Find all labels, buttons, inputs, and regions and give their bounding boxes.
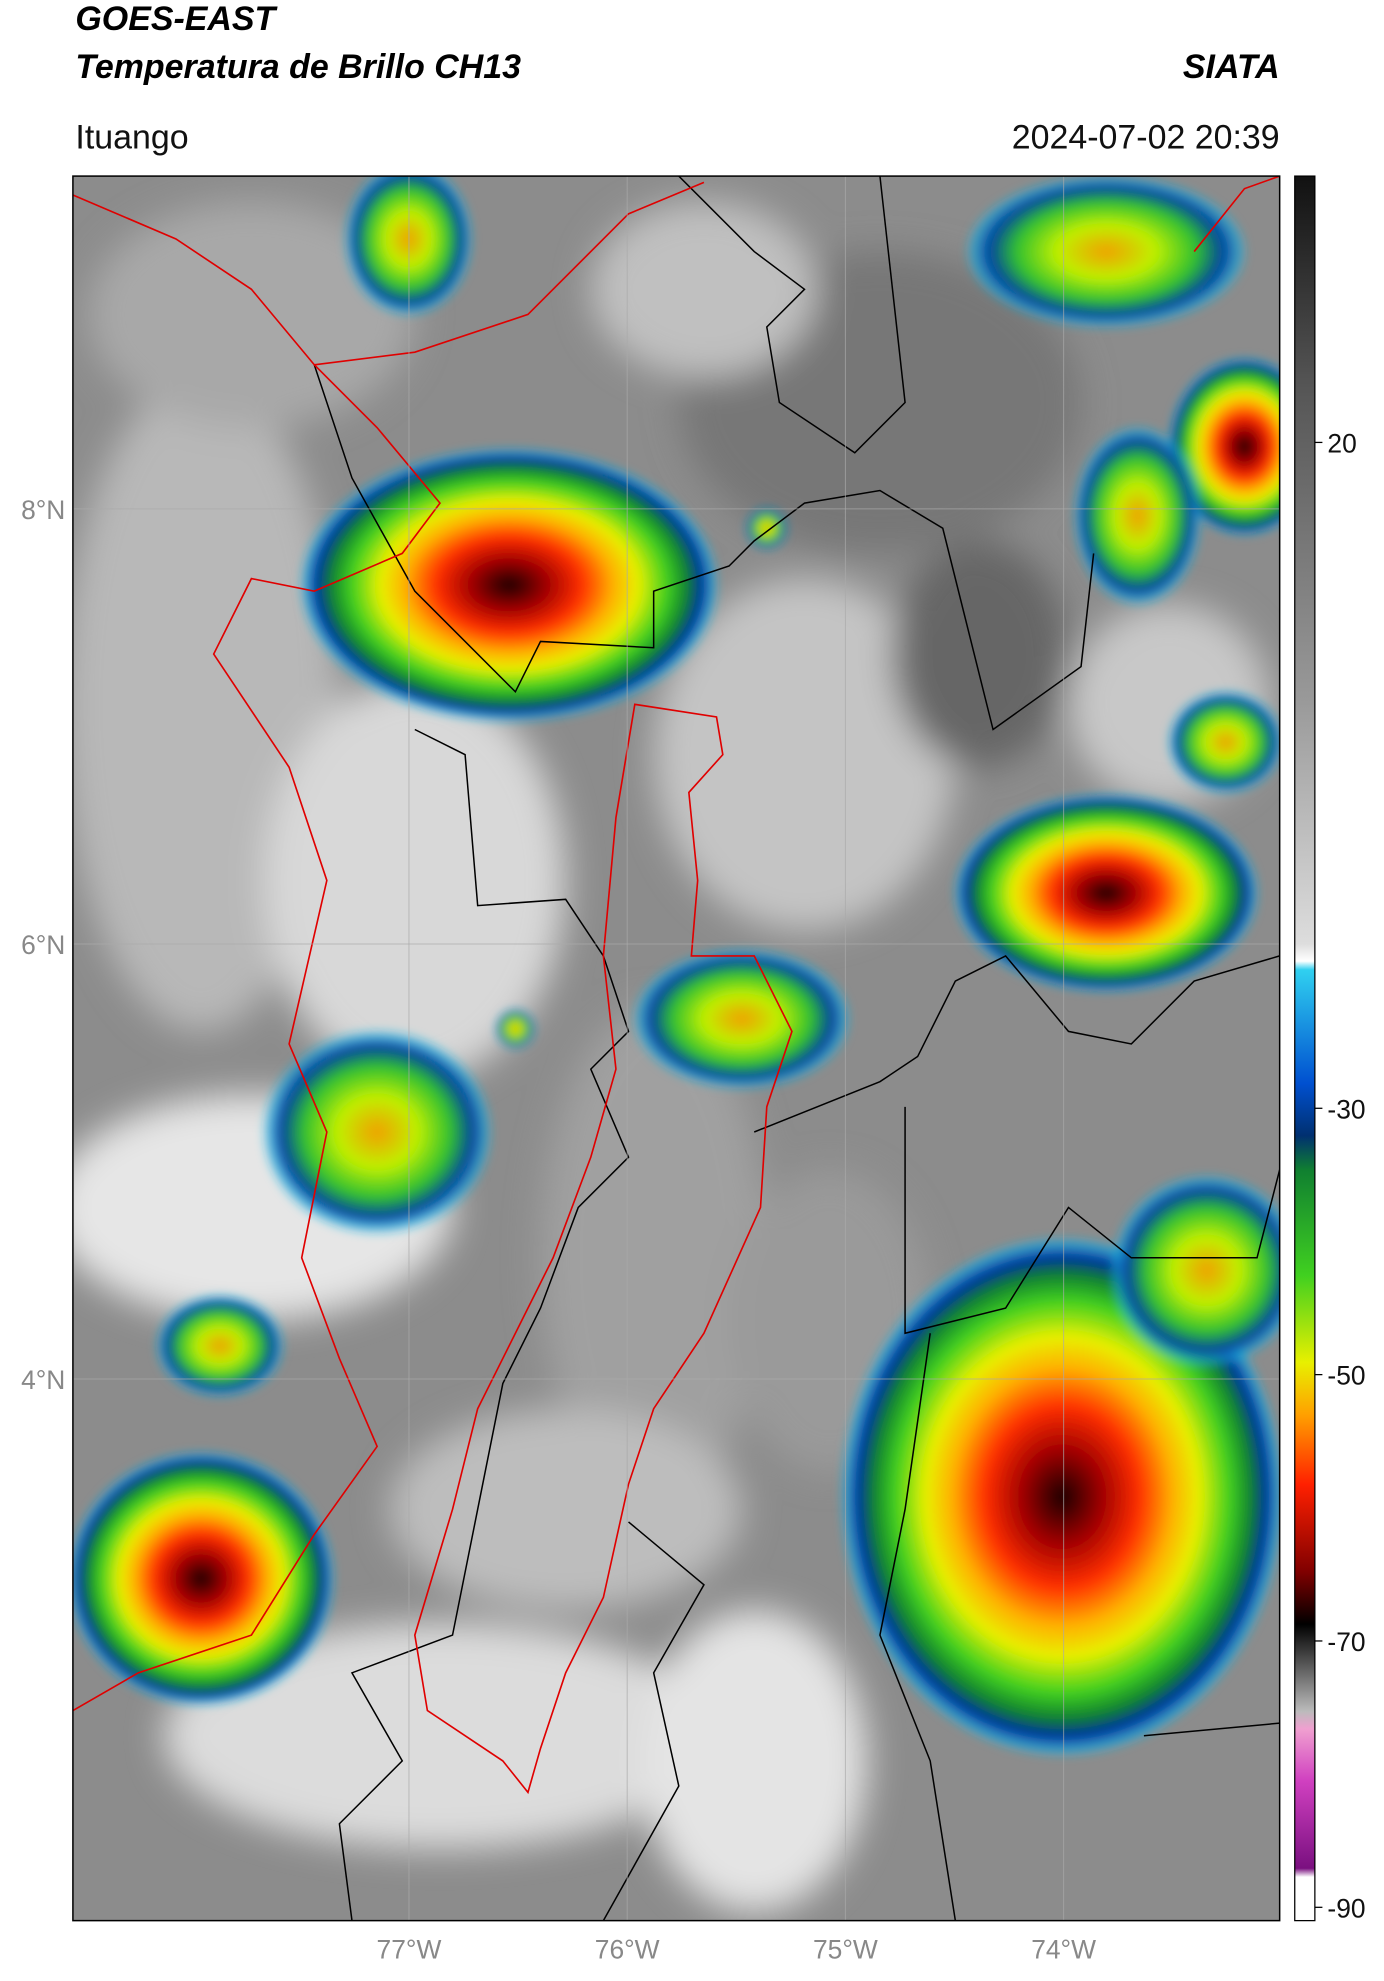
border-line [313, 364, 1095, 731]
border-line [879, 1333, 957, 1921]
lon-tick-label: 75°W [813, 1934, 878, 1964]
border-line [904, 1106, 1280, 1335]
lat-tick-label: 6°N [21, 930, 65, 960]
border-line [602, 1521, 705, 1921]
border-line [678, 176, 906, 454]
coastline [314, 181, 705, 366]
border-line [338, 728, 630, 1921]
colorbar-tick-label: -70 [1327, 1627, 1365, 1657]
graticule [72, 176, 1280, 1921]
location: Ituango [75, 118, 188, 156]
colorbar [1294, 175, 1316, 1922]
datetime: 2024-07-02 20:39 [1012, 118, 1280, 156]
title: GOES-EAST [75, 0, 278, 38]
border-line [753, 954, 1280, 1133]
red-outlines [72, 176, 1280, 1795]
brand: SIATA [1183, 48, 1280, 86]
map-imagery [72, 176, 1280, 1921]
storm-cells [72, 176, 1280, 1755]
colorbar-tick-label: -90 [1327, 1893, 1365, 1923]
colorbar-tick-label: -50 [1327, 1361, 1365, 1391]
admin-borders [313, 176, 1280, 1921]
lon-tick-label: 76°W [595, 1934, 660, 1964]
basin-outline [413, 703, 793, 1795]
subtitle: Temperatura de Brillo CH13 [75, 48, 521, 86]
lat-tick-label: 8°N [21, 495, 65, 525]
border-line [1143, 1722, 1280, 1737]
colorbar-tick-label: 20 [1327, 428, 1356, 458]
map-frame [72, 175, 1281, 1922]
coastline [1193, 176, 1280, 253]
colorbar-tick-label: -30 [1327, 1094, 1365, 1124]
lat-tick-label: 4°N [21, 1365, 65, 1395]
lon-tick-label: 74°W [1031, 1934, 1096, 1964]
coastline [72, 194, 442, 1712]
lon-tick-label: 77°W [377, 1934, 442, 1964]
